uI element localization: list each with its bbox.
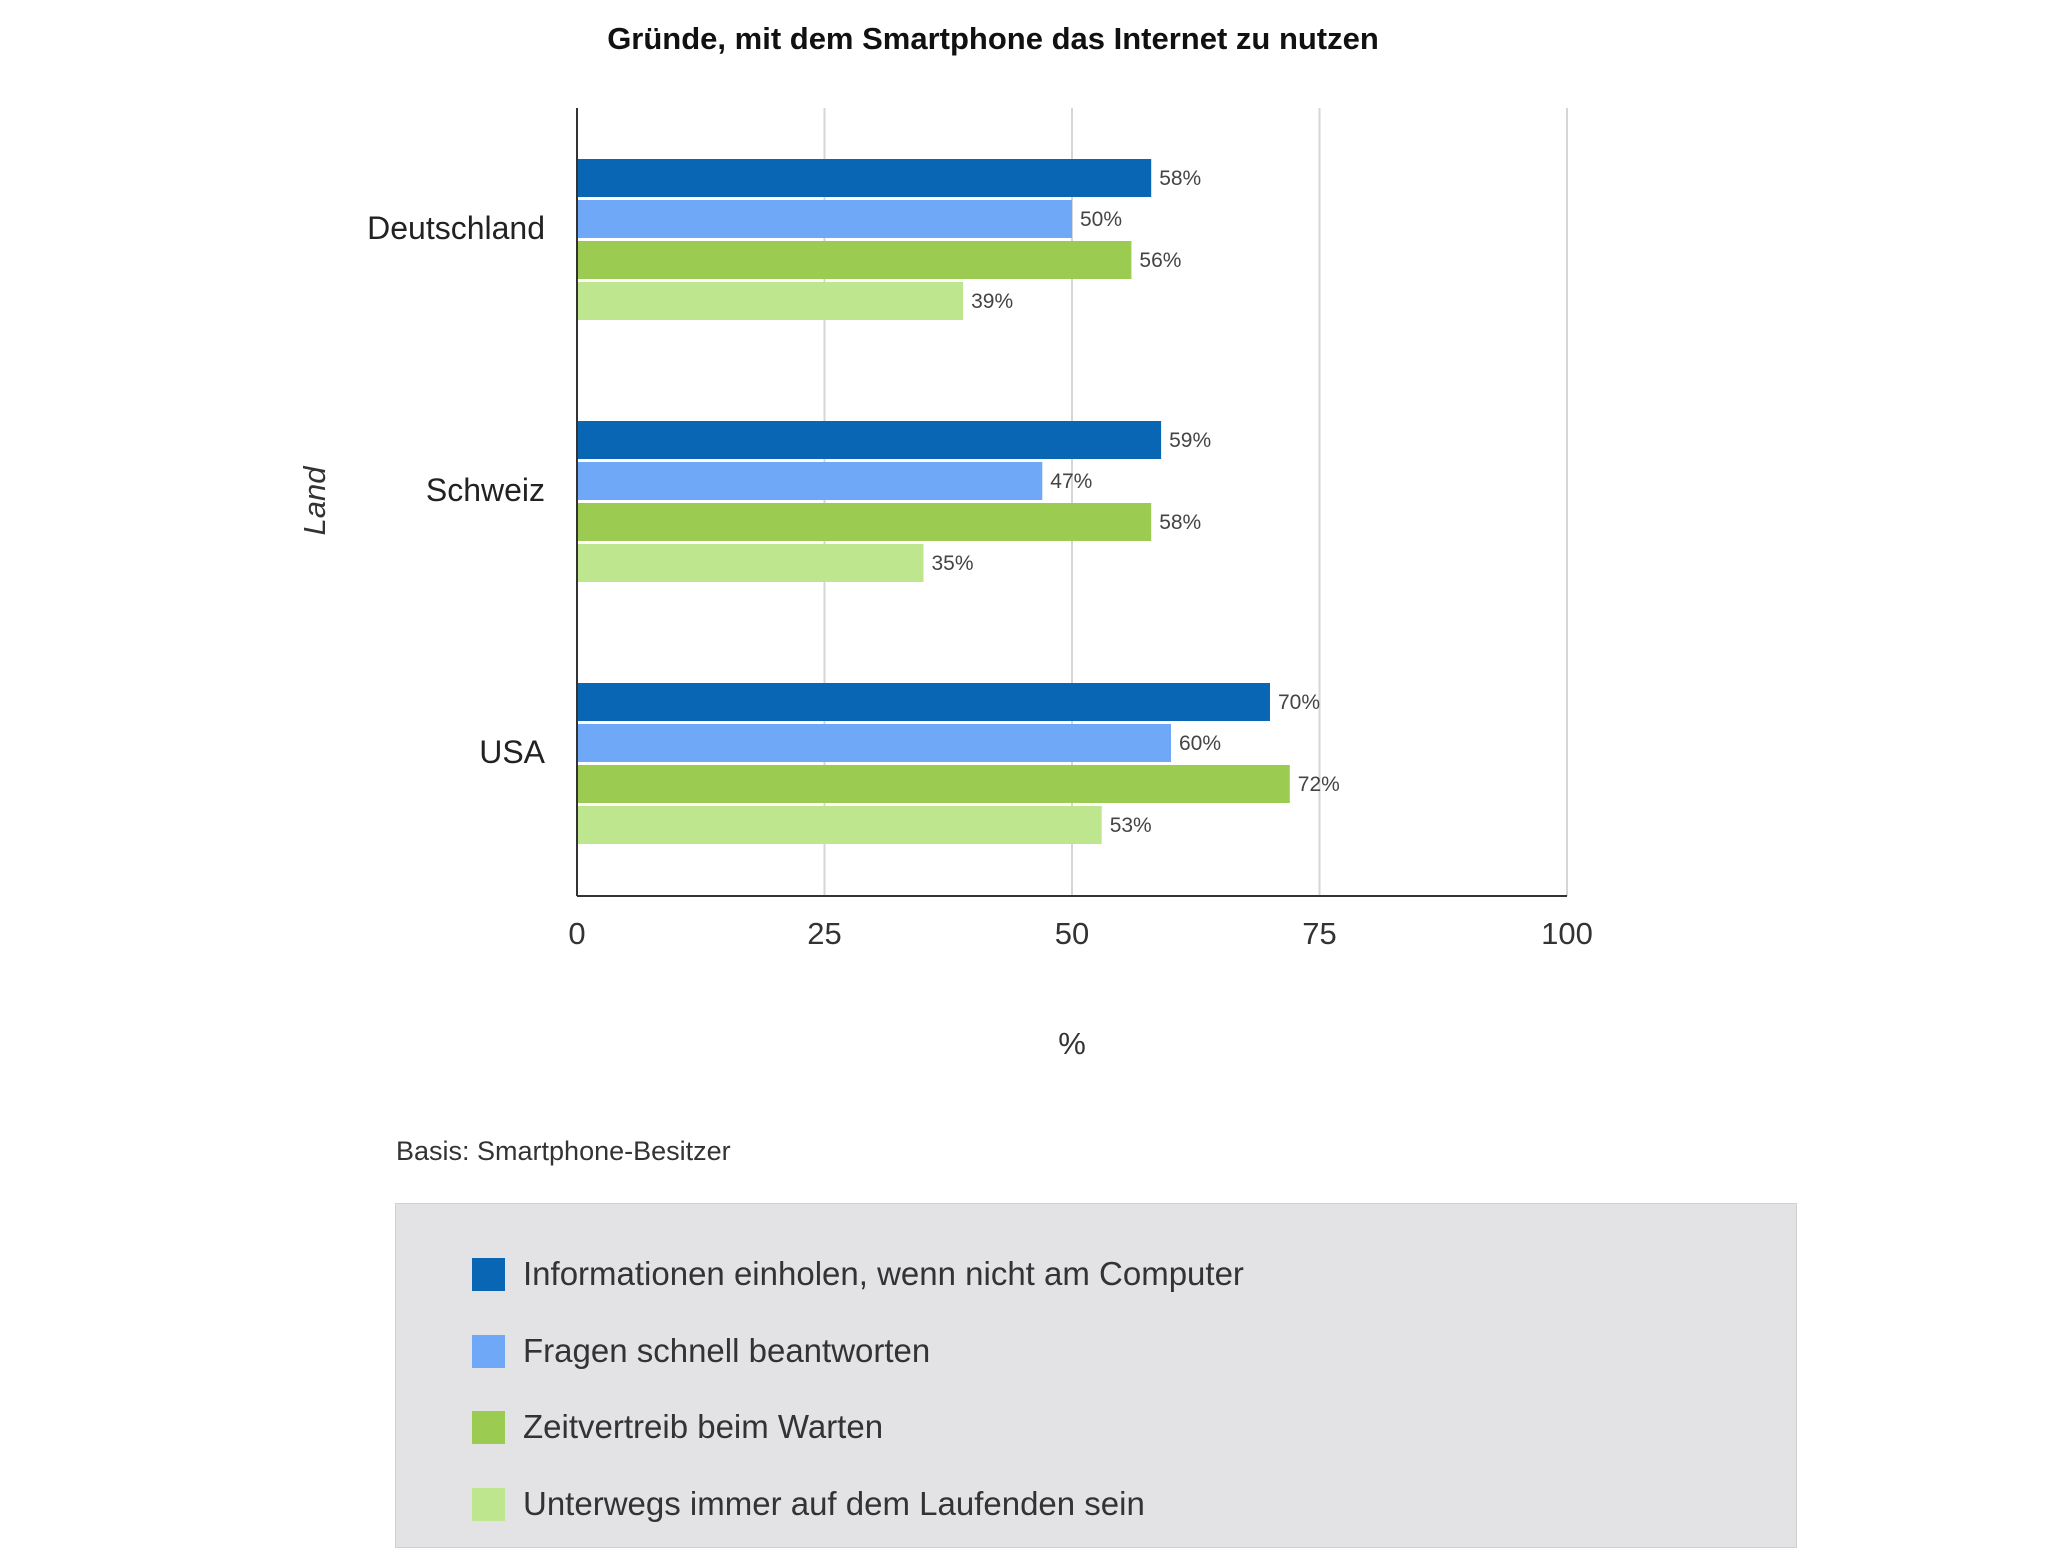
chart: Gründe, mit dem Smartphone das Internet … — [297, 21, 1593, 1061]
data-label: 60% — [1179, 732, 1221, 755]
bar — [577, 282, 964, 320]
category-label: USA — [479, 734, 545, 770]
category-label: Schweiz — [426, 472, 545, 508]
legend: Informationen einholen, wenn nicht am Co… — [395, 1203, 1797, 1548]
data-label: 59% — [1169, 429, 1211, 452]
x-tick-label: 0 — [568, 916, 585, 951]
x-tick-label: 75 — [1302, 916, 1336, 951]
axes — [576, 108, 1567, 897]
legend-swatch — [472, 1410, 505, 1444]
bar — [577, 241, 1132, 279]
bar — [577, 421, 1162, 459]
data-label: 70% — [1278, 691, 1320, 714]
bar — [577, 724, 1171, 762]
footnote: Basis: Smartphone-Besitzer — [396, 1136, 731, 1166]
legend-item: Unterwegs immer auf dem Laufenden sein — [472, 1484, 1145, 1524]
y-axis-title: Land — [297, 465, 332, 536]
bar — [577, 159, 1152, 197]
data-label: 56% — [1139, 249, 1181, 272]
category-label: Deutschland — [367, 210, 545, 246]
bar — [577, 765, 1290, 803]
bars — [577, 159, 1290, 844]
legend-label: Fragen schnell beantworten — [523, 1332, 931, 1369]
bar — [577, 683, 1270, 721]
legend-label: Zeitvertreib beim Warten — [523, 1408, 884, 1445]
data-label: 53% — [1110, 814, 1152, 837]
bar — [577, 462, 1043, 500]
legend-label: Informationen einholen, wenn nicht am Co… — [523, 1255, 1244, 1292]
bar — [577, 544, 924, 582]
legend-item: Zeitvertreib beim Warten — [472, 1407, 883, 1447]
legend-item: Informationen einholen, wenn nicht am Co… — [472, 1254, 1244, 1294]
x-axis-title: % — [1058, 1026, 1086, 1061]
bar — [577, 200, 1072, 238]
chart-title: Gründe, mit dem Smartphone das Internet … — [607, 21, 1379, 56]
legend-swatch — [472, 1257, 505, 1291]
legend-swatch — [472, 1487, 505, 1521]
data-label: 47% — [1050, 470, 1092, 493]
data-label: 58% — [1159, 167, 1201, 190]
data-label: 39% — [971, 290, 1013, 313]
data-label: 72% — [1298, 773, 1340, 796]
legend-swatch — [472, 1334, 505, 1368]
data-label: 50% — [1080, 208, 1122, 231]
legend-item: Fragen schnell beantworten — [472, 1331, 930, 1371]
x-tick-label: 50 — [1055, 916, 1089, 951]
labels: 0 25 50 75 100 Deutschland 58% 50% 56% 39% Schweiz… — [367, 167, 1593, 951]
x-tick-label: 25 — [807, 916, 841, 951]
x-tick-label: 100 — [1541, 916, 1593, 951]
data-label: 35% — [932, 552, 974, 575]
gridlines — [823, 108, 1568, 896]
data-label: 58% — [1159, 511, 1201, 534]
bar — [577, 806, 1102, 844]
legend-label: Unterwegs immer auf dem Laufenden sein — [523, 1485, 1145, 1522]
bar — [577, 503, 1152, 541]
